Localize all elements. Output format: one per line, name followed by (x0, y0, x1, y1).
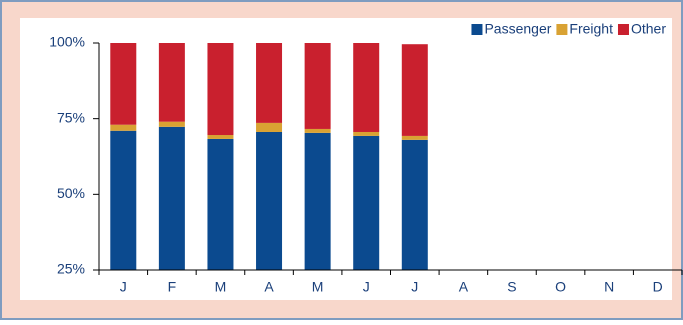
x-tick-label: M (215, 279, 227, 295)
bar-segment (207, 43, 234, 136)
x-tick-label: M (312, 279, 324, 295)
bar-segment (353, 131, 380, 136)
y-tick-label: 50% (57, 185, 85, 201)
legend-label: Freight (569, 21, 613, 37)
legend-swatch (471, 24, 483, 35)
y-tick-label: 75% (57, 109, 85, 125)
y-tick-label: 100% (49, 34, 85, 50)
legend-swatch (617, 24, 629, 35)
bar-segment (158, 126, 185, 270)
bar-segment (401, 44, 428, 136)
legend-swatch (556, 24, 568, 35)
legend-label: Passenger (484, 21, 551, 37)
bar-segment (304, 128, 331, 133)
bar-segment (304, 43, 331, 129)
legend-label: Other (631, 21, 666, 37)
x-tick-label: N (604, 279, 614, 295)
x-tick-label: F (168, 279, 177, 295)
x-tick-label: J (411, 279, 418, 295)
x-tick-label: S (507, 279, 516, 295)
bar-segment (401, 135, 428, 140)
bar-segment (401, 139, 428, 270)
x-tick-label: J (120, 279, 127, 295)
bar-segment (158, 121, 185, 127)
x-tick-label: A (459, 279, 469, 295)
bar-segment (353, 135, 380, 270)
bar-segment (207, 138, 234, 270)
bar-segment (256, 122, 283, 132)
x-tick-label: D (653, 279, 663, 295)
bar-segment (207, 135, 234, 139)
y-tick-label: 25% (57, 261, 85, 277)
x-tick-label: A (264, 279, 274, 295)
bar-segment (256, 131, 283, 270)
bar-segment (110, 43, 137, 125)
bar-segment (304, 132, 331, 270)
x-tick-label: O (555, 279, 566, 295)
bar-segment (353, 43, 380, 132)
bar-segment (110, 130, 137, 270)
bar-segment (158, 43, 185, 122)
x-tick-label: J (363, 279, 370, 295)
bar-segment (110, 124, 137, 131)
bar-segment (256, 43, 283, 123)
